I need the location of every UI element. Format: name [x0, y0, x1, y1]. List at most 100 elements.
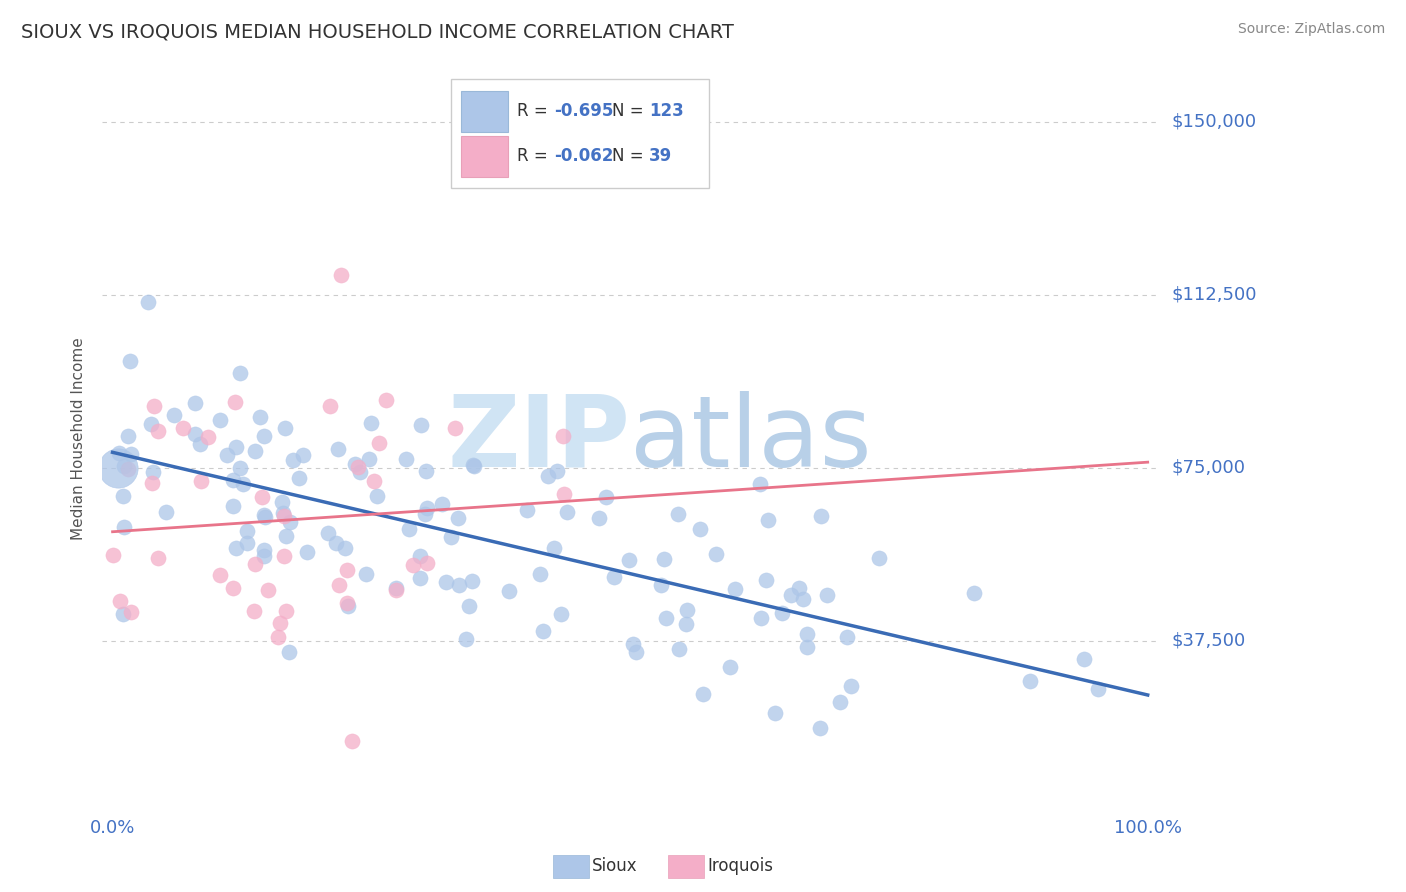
Point	[252, 508, 274, 522]
Point	[273, 549, 295, 564]
Point	[121, 447, 143, 461]
Point	[112, 607, 135, 622]
Point	[183, 396, 205, 410]
Point	[718, 659, 741, 673]
Point	[366, 488, 388, 502]
Point	[269, 615, 291, 630]
Text: -0.062: -0.062	[554, 147, 613, 165]
Point	[395, 452, 418, 467]
Text: $150,000: $150,000	[1173, 112, 1257, 131]
Point	[706, 547, 728, 561]
Point	[188, 437, 211, 451]
Point	[349, 465, 371, 479]
Text: $37,500: $37,500	[1173, 632, 1246, 650]
Point	[143, 399, 166, 413]
Point	[416, 500, 439, 515]
Text: R =: R =	[517, 103, 553, 120]
FancyBboxPatch shape	[461, 91, 508, 131]
Point	[209, 413, 232, 427]
Point	[385, 582, 408, 596]
Point	[595, 490, 617, 504]
Text: 123: 123	[650, 103, 683, 120]
Point	[384, 582, 406, 597]
Point	[543, 541, 565, 555]
Point	[172, 421, 194, 435]
Text: N =: N =	[612, 147, 650, 165]
Point	[624, 645, 647, 659]
Point	[551, 429, 574, 443]
Point	[454, 632, 477, 646]
Point	[336, 596, 359, 610]
Point	[796, 627, 818, 641]
Point	[141, 417, 163, 431]
Text: Sioux: Sioux	[592, 857, 637, 875]
Point	[839, 679, 862, 693]
Point	[675, 617, 697, 632]
Point	[756, 513, 779, 527]
Point	[461, 458, 484, 472]
Y-axis label: Median Household Income: Median Household Income	[72, 338, 86, 541]
Text: $112,500: $112,500	[1173, 285, 1257, 304]
Point	[217, 448, 239, 462]
Point	[963, 585, 986, 599]
Point	[356, 566, 378, 581]
Point	[498, 583, 520, 598]
Point	[108, 593, 131, 607]
Point	[222, 499, 245, 513]
Point	[652, 552, 675, 566]
Point	[835, 630, 858, 644]
FancyBboxPatch shape	[461, 136, 508, 177]
Point	[336, 563, 359, 577]
Point	[253, 509, 276, 524]
Point	[325, 536, 347, 550]
Point	[271, 507, 294, 521]
Point	[676, 603, 699, 617]
Point	[408, 570, 430, 584]
Point	[117, 461, 139, 475]
Point	[724, 582, 747, 596]
Point	[463, 458, 485, 473]
Point	[271, 495, 294, 509]
Point	[1073, 651, 1095, 665]
Point	[668, 641, 690, 656]
Point	[112, 458, 135, 473]
Point	[413, 507, 436, 521]
Point	[112, 489, 135, 503]
Point	[155, 505, 177, 519]
Point	[229, 367, 252, 381]
Point	[273, 509, 295, 524]
Point	[398, 522, 420, 536]
Point	[402, 558, 425, 573]
Point	[236, 524, 259, 539]
Point	[537, 469, 560, 483]
Point	[796, 640, 818, 654]
Point	[550, 607, 572, 621]
Point	[749, 476, 772, 491]
Point	[1087, 681, 1109, 696]
Point	[256, 582, 278, 597]
Point	[623, 637, 645, 651]
Point	[249, 410, 271, 425]
Point	[553, 487, 575, 501]
Point	[434, 574, 457, 589]
Point	[449, 578, 471, 592]
Point	[101, 548, 124, 562]
Point	[440, 530, 463, 544]
Point	[235, 535, 257, 549]
Point	[253, 549, 276, 563]
Point	[337, 599, 360, 613]
Text: R =: R =	[517, 147, 553, 165]
FancyBboxPatch shape	[451, 79, 709, 188]
Point	[326, 442, 349, 456]
Point	[319, 399, 342, 413]
Point	[297, 545, 319, 559]
Point	[409, 549, 432, 564]
Point	[810, 509, 832, 524]
Point	[141, 476, 163, 491]
Point	[444, 421, 467, 435]
Point	[112, 520, 135, 534]
Point	[792, 591, 814, 606]
Point	[1018, 673, 1040, 688]
Point	[209, 568, 232, 582]
Point	[146, 424, 169, 438]
